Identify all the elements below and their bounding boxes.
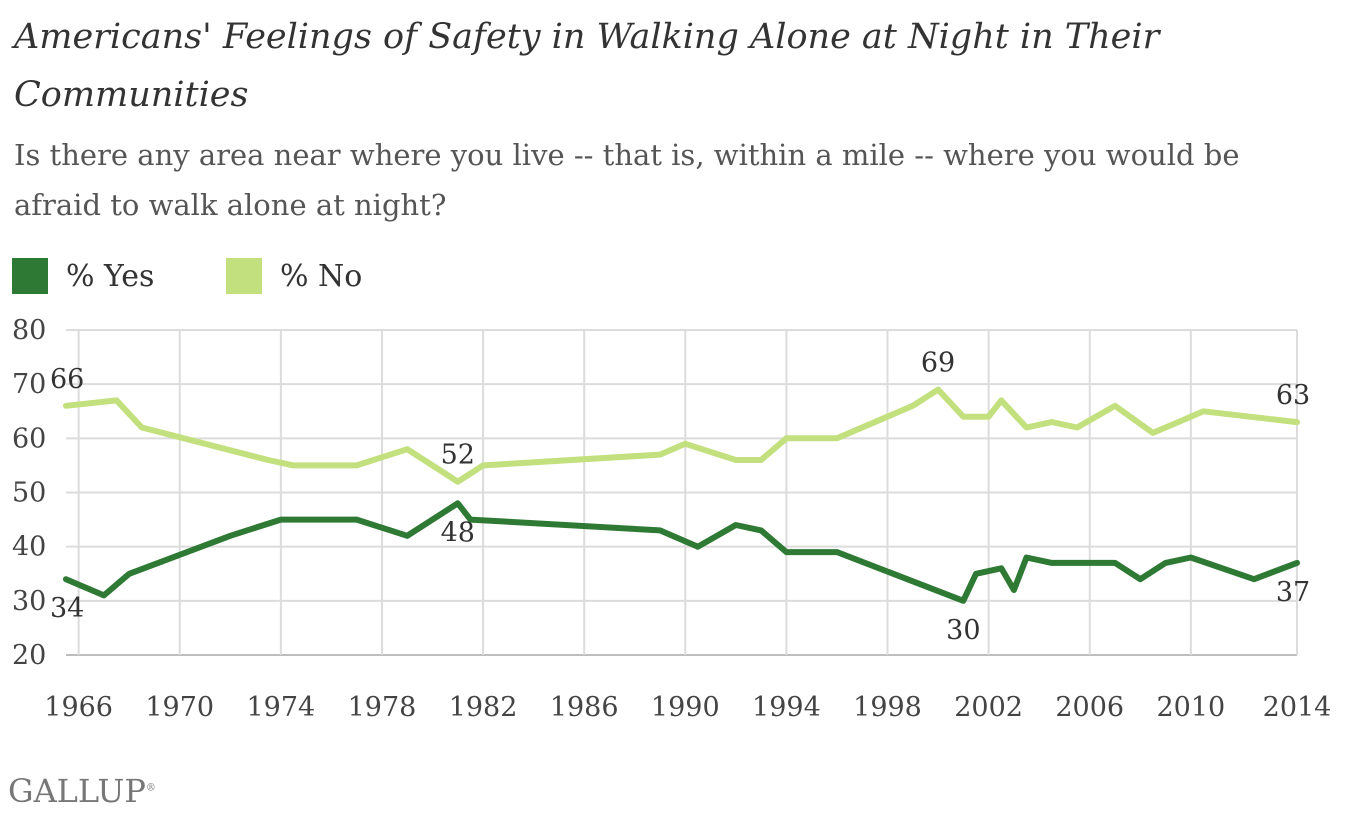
- x-axis: 1966 1970 1974 1978 1982 1986 1990 1994 1998 2002…: [44, 692, 1331, 723]
- data-label: 34: [50, 593, 84, 624]
- series-line-no: [63, 386, 1300, 485]
- x-tick-label: 1978: [348, 692, 417, 723]
- y-tick-label: 40: [12, 532, 46, 563]
- y-axis: 20 30 40 50 60 70 80: [12, 315, 46, 671]
- data-label: 63: [1276, 380, 1310, 411]
- x-tick-label: 1990: [651, 692, 720, 723]
- legend-label-yes: % Yes: [66, 258, 155, 294]
- series-line-yes: [63, 500, 1300, 604]
- x-tick-label: 1986: [550, 692, 619, 723]
- data-label: 30: [946, 615, 980, 646]
- x-tick-label: 1970: [145, 692, 214, 723]
- data-label: 48: [441, 517, 475, 548]
- y-tick-label: 80: [12, 315, 46, 346]
- brand-text: GALLUP: [8, 772, 146, 810]
- gallup-logo: GALLUP®: [8, 772, 156, 810]
- x-tick-label: 2002: [954, 692, 1023, 723]
- x-tick-label: 1998: [853, 692, 922, 723]
- chart-grid: [66, 329, 1298, 656]
- data-label: 69: [921, 348, 955, 379]
- legend-item-yes: % Yes: [12, 258, 154, 294]
- y-tick-label: 50: [12, 478, 46, 509]
- registered-mark: ®: [145, 782, 156, 794]
- legend-item-no: % No: [226, 258, 362, 294]
- chart-title: Americans' Feelings of Safety in Walking…: [14, 17, 1160, 115]
- x-tick-label: 1966: [44, 692, 113, 723]
- x-tick-label: 1982: [449, 692, 518, 723]
- chart-subtitle: Is there any area near where you live --…: [14, 138, 1240, 222]
- legend-swatch-no: [226, 258, 262, 294]
- data-label: 66: [50, 364, 84, 395]
- legend-swatch-yes: [12, 258, 48, 294]
- series-lines: [63, 386, 1300, 604]
- y-tick-label: 20: [12, 640, 46, 671]
- data-label: 52: [441, 440, 475, 471]
- x-tick-label: 2010: [1156, 692, 1225, 723]
- y-tick-label: 70: [12, 369, 46, 400]
- y-tick-label: 30: [12, 586, 46, 617]
- y-tick-label: 60: [12, 423, 46, 454]
- x-tick-label: 2006: [1055, 692, 1124, 723]
- x-tick-label: 1994: [752, 692, 821, 723]
- data-label: 37: [1276, 577, 1310, 608]
- x-tick-label: 1974: [246, 692, 315, 723]
- data-labels: 66 52 69 63 34 48 30 37: [50, 348, 1310, 646]
- legend-label-no: % No: [280, 258, 363, 294]
- x-tick-label: 2014: [1263, 692, 1332, 723]
